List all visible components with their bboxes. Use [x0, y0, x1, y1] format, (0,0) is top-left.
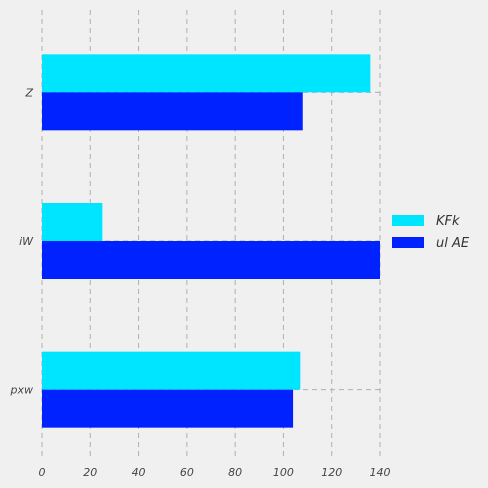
x-axis-ticks: 0 20 40 60 80 100 120 140	[39, 466, 391, 479]
bar-KFk-iW	[42, 203, 103, 241]
bar-KFk-pxw	[42, 351, 301, 390]
y-tick-label-1: iW	[19, 235, 34, 248]
x-tick-label-1: 20	[83, 466, 97, 479]
y-tick-label-2: pxw	[10, 384, 34, 397]
legend[interactable]: KFk ul AE	[392, 214, 470, 251]
legend-label-0: KFk	[436, 214, 460, 229]
x-tick-label-4: 80	[228, 466, 242, 479]
bar-ul-AE-pxw	[42, 389, 294, 428]
x-tick-label-0: 0	[39, 466, 46, 479]
x-tick-label-7: 140	[370, 466, 391, 479]
bar-ul-AE-iW	[42, 241, 380, 279]
y-axis-ticks: ZiW pxw	[10, 86, 35, 396]
x-tick-label-6: 120	[321, 466, 342, 479]
legend-swatch-0	[392, 215, 424, 226]
x-tick-label-5: 100	[273, 466, 294, 479]
bar-KFk-Z	[42, 54, 371, 93]
x-tick-label-2: 40	[132, 466, 146, 479]
x-tick-label-3: 60	[180, 466, 194, 479]
bars	[42, 54, 380, 428]
y-tick-label-0: Z	[24, 86, 33, 99]
bar-ul-AE-Z	[42, 92, 303, 131]
legend-label-1: ul AE	[436, 236, 470, 251]
legend-swatch-1	[392, 237, 424, 248]
